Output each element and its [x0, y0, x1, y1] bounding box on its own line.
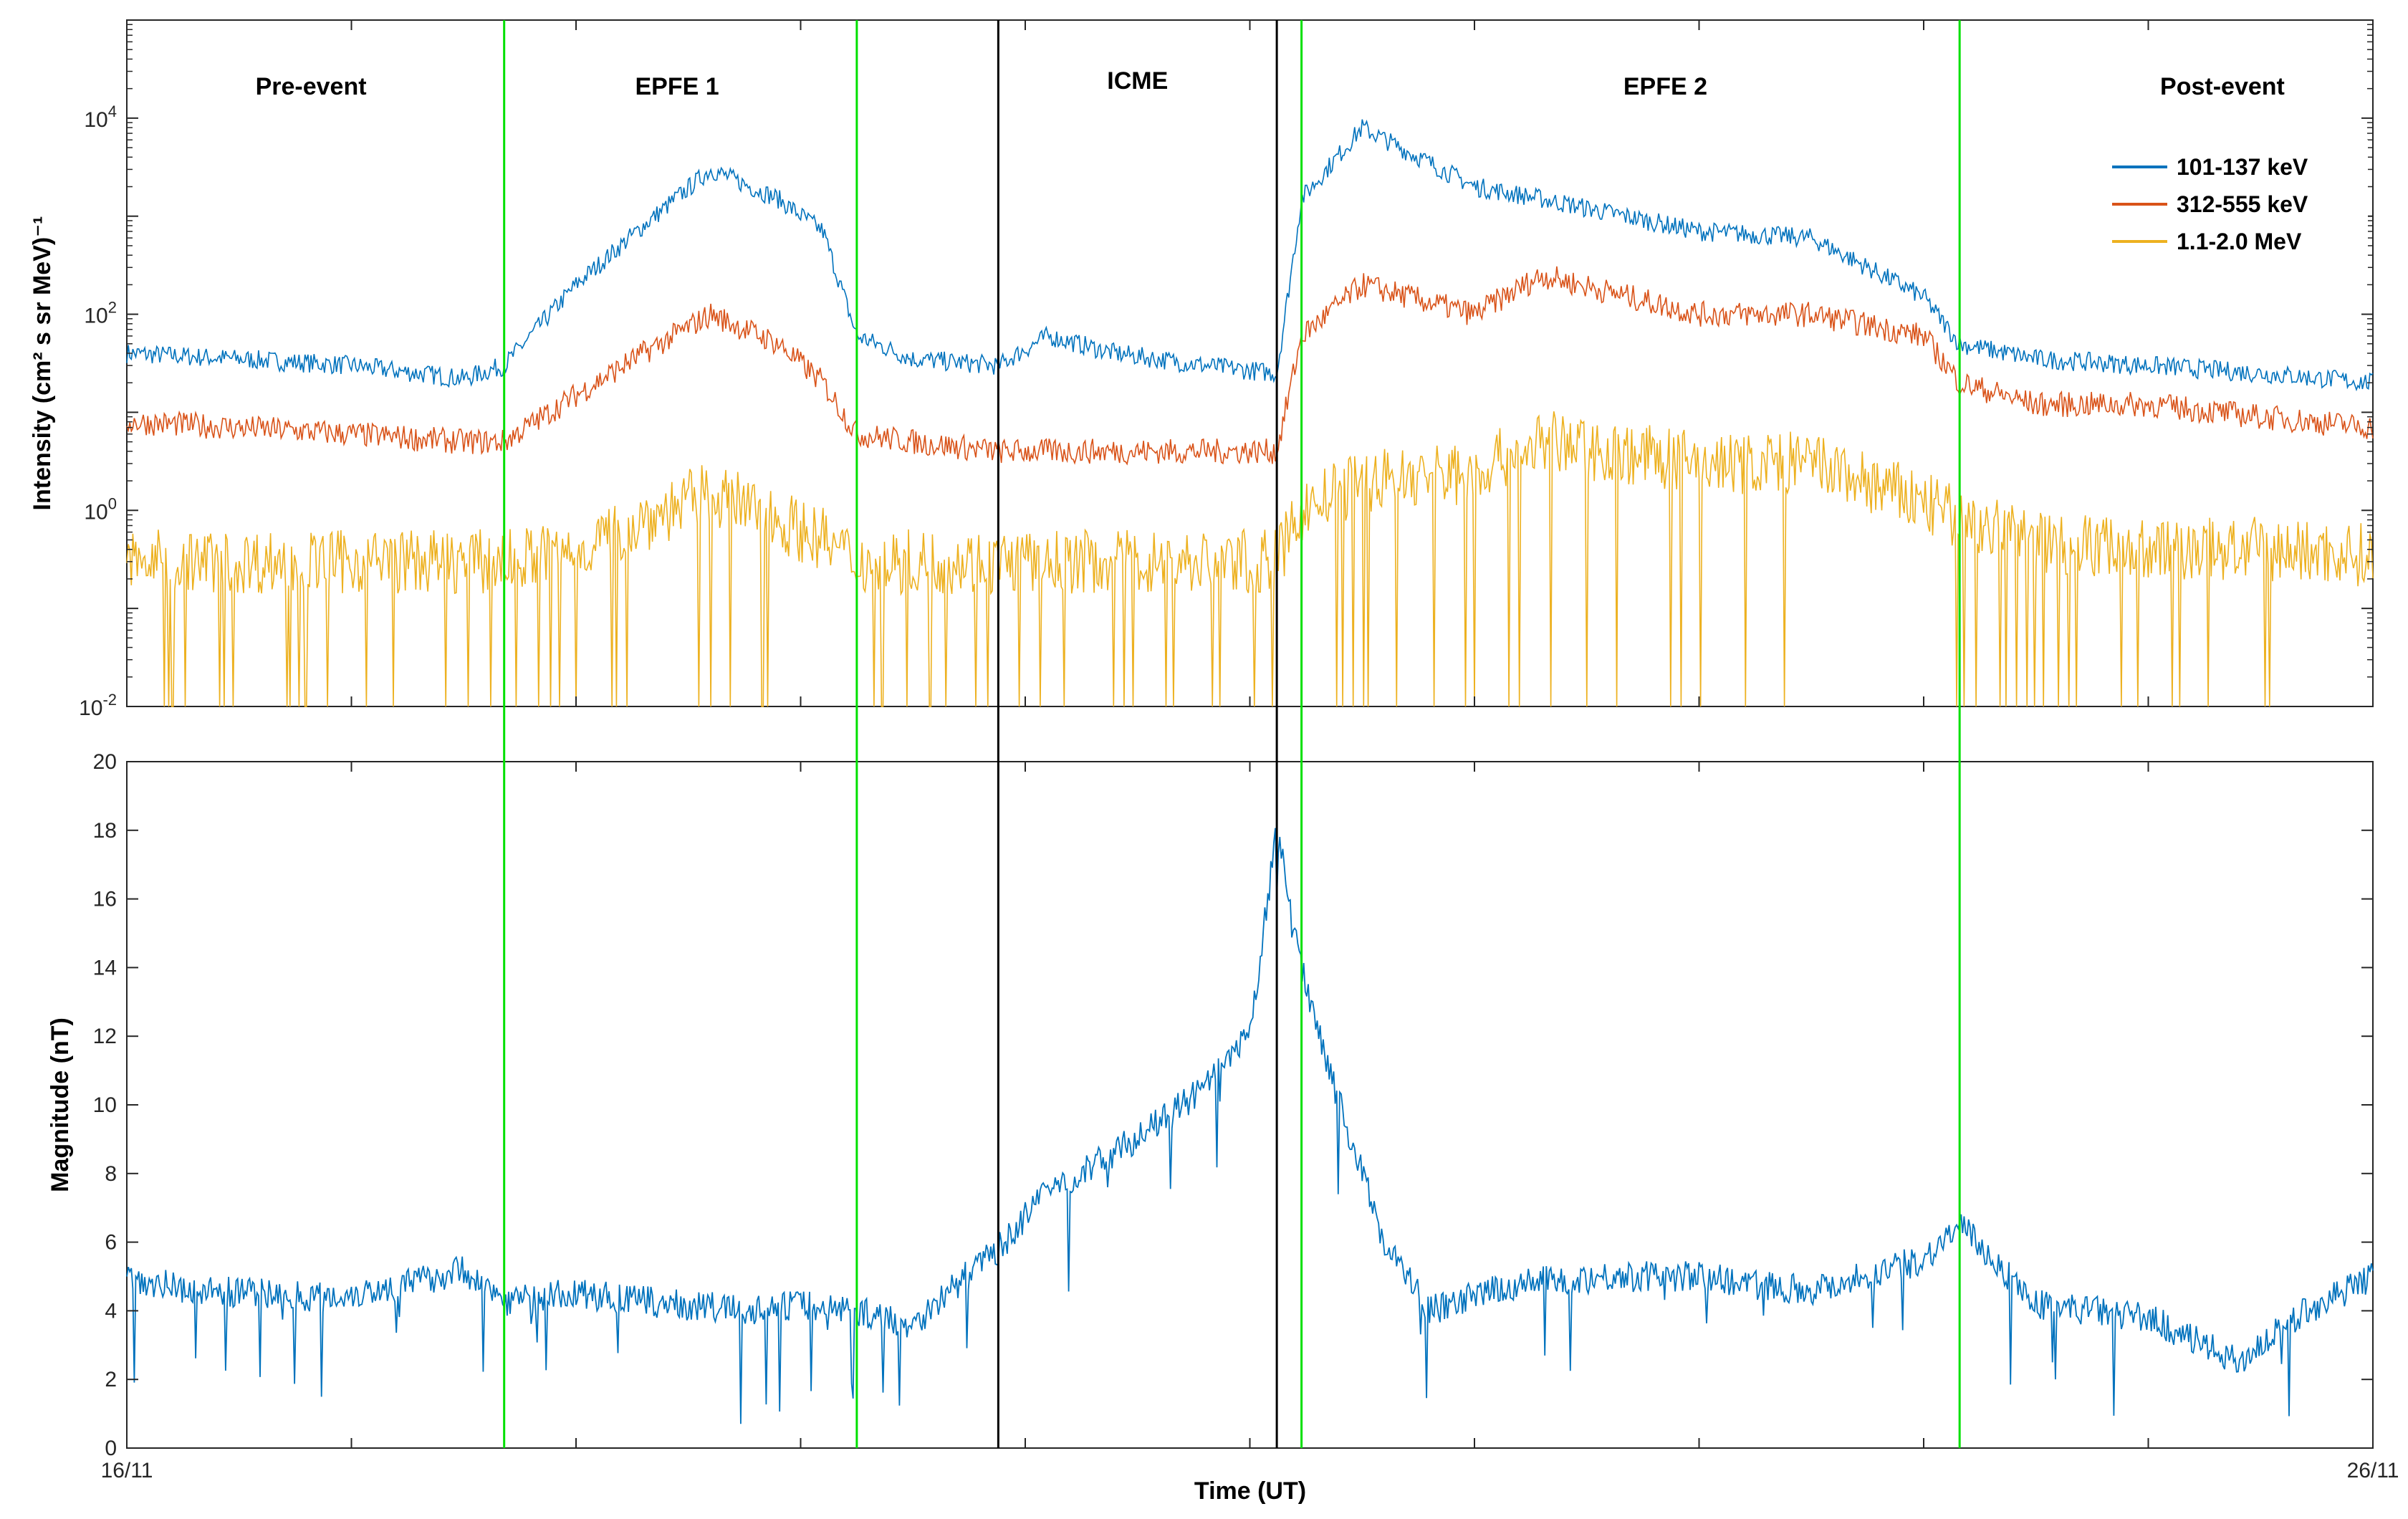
bottom-y-tick-label: 4	[105, 1299, 117, 1323]
interval-label-epfe-1: EPFE 1	[635, 73, 719, 100]
series-line-101-137-kev	[126, 119, 2374, 392]
interval-label-pre-event: Pre-event	[256, 73, 367, 100]
bottom-panel-frame	[126, 761, 2374, 1449]
bottom-y-axis-label: Magnitude (nT)	[47, 1017, 74, 1192]
interval-label-post-event: Post-event	[2160, 73, 2285, 100]
bottom-y-tick-label: 18	[93, 819, 117, 843]
top-y-tick-label: 100	[84, 494, 117, 524]
interval-label-epfe-2: EPFE 2	[1623, 73, 1707, 100]
legend-label-312-555-kev: 312-555 keV	[2177, 191, 2308, 217]
legend-label-101-137-kev: 101-137 keV	[2177, 154, 2308, 180]
bottom-y-tick-label: 10	[93, 1093, 117, 1117]
bottom-y-tick-label: 0	[105, 1437, 117, 1460]
tick-layer: 10-2 100 102 104 0 2 4 6 8 10 12 14 16 18 20	[79, 19, 2374, 1460]
interval-layer: Pre-event EPFE 1 ICME EPFE 2 Post-event	[256, 67, 2285, 100]
bottom-series-layer	[126, 828, 2374, 1424]
boundary-layer	[503, 20, 1961, 1448]
bottom-y-tick-label: 14	[93, 956, 117, 979]
series-line-magnitude	[126, 828, 2374, 1424]
bottom-y-tick-label: 8	[105, 1162, 117, 1186]
interval-label-icme: ICME	[1107, 67, 1168, 95]
x-tick-label-start: 16/11	[101, 1459, 153, 1482]
bottom-y-tick-label: 16	[93, 888, 117, 911]
bottom-y-tick-label: 2	[105, 1368, 117, 1391]
top-y-tick-label: 102	[84, 299, 117, 328]
x-tick-label-end: 26/11	[2347, 1459, 2399, 1482]
bottom-y-tick-label: 12	[93, 1025, 117, 1048]
bottom-y-tick-label: 6	[105, 1231, 117, 1255]
x-axis-label: Time (UT)	[1194, 1477, 1306, 1505]
legend: 101-137 keV 312-555 keV 1.1-2.0 MeV	[2103, 140, 2368, 269]
series-line-312-555-kev	[126, 266, 2374, 466]
top-series-layer	[126, 119, 2374, 707]
series-line-1-1-2-0-mev	[126, 411, 2374, 707]
legend-label-1-1-2-0-mev: 1.1-2.0 MeV	[2177, 229, 2302, 254]
top-y-tick-label: 10-2	[79, 691, 117, 720]
top-y-tick-label: 104	[84, 102, 117, 132]
top-y-axis-label: Intensity (cm² s sr MeV)⁻¹	[29, 216, 56, 511]
bottom-y-tick-label: 20	[93, 750, 117, 774]
